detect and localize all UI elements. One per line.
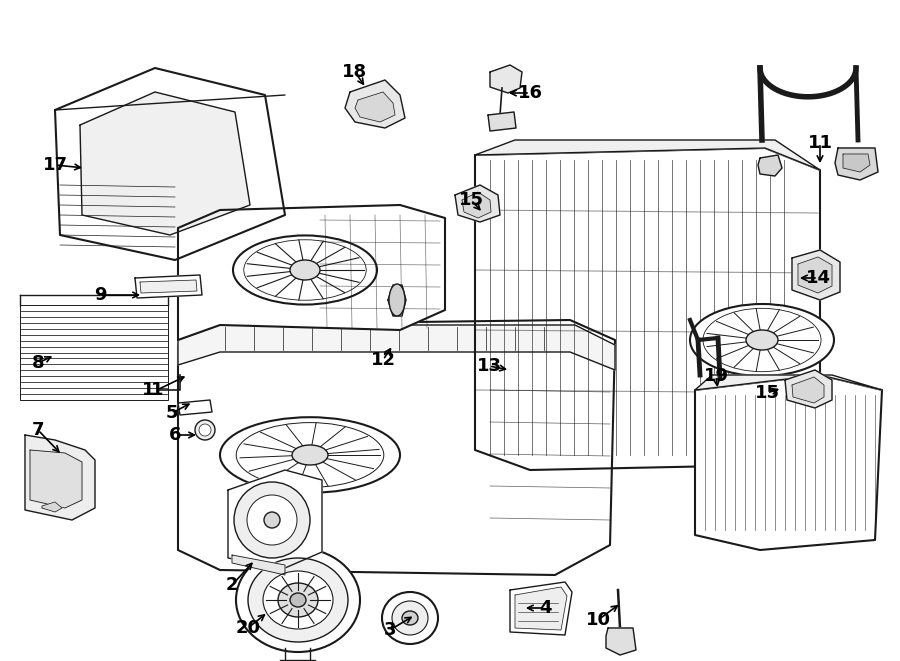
- Polygon shape: [55, 68, 285, 260]
- Ellipse shape: [263, 571, 333, 629]
- Polygon shape: [606, 628, 636, 655]
- Ellipse shape: [402, 611, 418, 625]
- Text: 12: 12: [371, 351, 395, 369]
- Text: 7: 7: [32, 421, 44, 439]
- Ellipse shape: [236, 548, 360, 652]
- Text: 1: 1: [151, 381, 163, 399]
- Ellipse shape: [292, 445, 328, 465]
- Ellipse shape: [248, 558, 348, 642]
- Polygon shape: [80, 92, 250, 235]
- Ellipse shape: [234, 482, 310, 558]
- Text: 16: 16: [518, 84, 543, 102]
- Polygon shape: [140, 280, 197, 293]
- Polygon shape: [798, 257, 832, 293]
- Text: 14: 14: [806, 269, 831, 287]
- Ellipse shape: [278, 583, 318, 617]
- Polygon shape: [178, 325, 615, 370]
- Ellipse shape: [199, 424, 211, 436]
- Polygon shape: [228, 470, 322, 568]
- Polygon shape: [25, 435, 95, 520]
- Text: 10: 10: [586, 611, 610, 629]
- Text: 18: 18: [342, 63, 367, 81]
- Polygon shape: [515, 587, 567, 630]
- Polygon shape: [462, 192, 491, 218]
- Polygon shape: [510, 582, 572, 635]
- Polygon shape: [475, 148, 820, 470]
- Text: 5: 5: [166, 404, 178, 422]
- Ellipse shape: [746, 330, 778, 350]
- Polygon shape: [30, 450, 82, 508]
- Text: 15: 15: [754, 384, 779, 402]
- Bar: [20, 305, 168, 400]
- Text: 9: 9: [94, 286, 106, 304]
- Text: 3: 3: [383, 621, 396, 639]
- Polygon shape: [345, 80, 405, 128]
- Polygon shape: [178, 205, 445, 340]
- Ellipse shape: [233, 235, 377, 305]
- Polygon shape: [135, 275, 202, 298]
- Ellipse shape: [220, 417, 400, 493]
- Ellipse shape: [290, 260, 320, 280]
- Polygon shape: [490, 65, 522, 93]
- Ellipse shape: [247, 495, 297, 545]
- Polygon shape: [355, 92, 395, 122]
- Polygon shape: [785, 370, 832, 408]
- Text: 13: 13: [476, 357, 501, 375]
- Polygon shape: [843, 154, 870, 172]
- Polygon shape: [695, 375, 882, 390]
- Polygon shape: [178, 320, 615, 575]
- Ellipse shape: [389, 284, 405, 316]
- Text: 15: 15: [458, 191, 483, 209]
- Ellipse shape: [392, 601, 428, 635]
- Ellipse shape: [382, 592, 438, 644]
- Polygon shape: [42, 502, 62, 512]
- Ellipse shape: [264, 512, 280, 528]
- Text: 6: 6: [169, 426, 181, 444]
- Text: 4: 4: [539, 599, 551, 617]
- Polygon shape: [475, 140, 820, 170]
- Polygon shape: [178, 400, 212, 415]
- Polygon shape: [388, 285, 406, 316]
- Polygon shape: [792, 377, 824, 403]
- Polygon shape: [695, 375, 882, 550]
- Polygon shape: [488, 112, 516, 131]
- Polygon shape: [835, 148, 878, 180]
- Ellipse shape: [690, 304, 834, 376]
- Text: 2: 2: [226, 576, 239, 594]
- Text: 8: 8: [32, 354, 44, 372]
- Text: 1: 1: [142, 381, 154, 399]
- Text: 11: 11: [807, 134, 833, 152]
- Text: 17: 17: [42, 156, 68, 174]
- Polygon shape: [455, 185, 500, 222]
- Ellipse shape: [195, 420, 215, 440]
- Text: 19: 19: [704, 367, 728, 385]
- Text: 20: 20: [236, 619, 260, 637]
- Polygon shape: [758, 155, 782, 176]
- Polygon shape: [792, 250, 840, 300]
- Ellipse shape: [290, 593, 306, 607]
- Polygon shape: [232, 555, 285, 575]
